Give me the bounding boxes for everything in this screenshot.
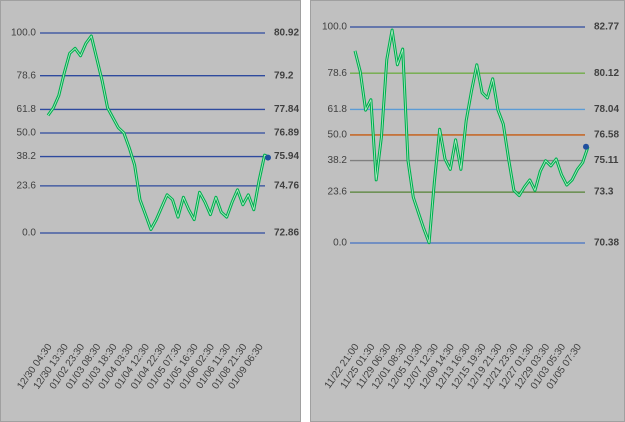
price-label: 78.04 bbox=[594, 104, 619, 115]
fib-label: 61.8 bbox=[328, 104, 348, 115]
fib-label: 38.2 bbox=[328, 155, 348, 166]
fib-label: 23.6 bbox=[17, 180, 37, 191]
price-label: 72.86 bbox=[274, 228, 299, 239]
price-label: 76.89 bbox=[274, 128, 299, 139]
price-label: 74.76 bbox=[274, 180, 299, 191]
last-value-marker bbox=[583, 143, 589, 150]
fib-label: 100.0 bbox=[11, 28, 36, 39]
price-label: 73.3 bbox=[594, 187, 614, 198]
fib-label: 50.0 bbox=[17, 128, 37, 139]
price-label: 75.94 bbox=[274, 151, 299, 162]
fib-label: 50.0 bbox=[328, 130, 348, 141]
fib-label: 78.6 bbox=[328, 68, 348, 79]
fib-label: 23.6 bbox=[328, 187, 348, 198]
price-label: 76.58 bbox=[594, 130, 619, 141]
price-label: 82.77 bbox=[594, 22, 619, 33]
price-label: 77.84 bbox=[274, 104, 299, 115]
price-label: 70.38 bbox=[594, 238, 619, 249]
panel-right bbox=[310, 0, 625, 422]
fib-label: 100.0 bbox=[322, 22, 347, 33]
fib-label: 78.6 bbox=[17, 70, 37, 81]
fib-label: 38.2 bbox=[17, 151, 37, 162]
fib-label: 0.0 bbox=[22, 228, 36, 239]
panel-left bbox=[0, 0, 301, 422]
price-label: 79.2 bbox=[274, 70, 294, 81]
price-label: 75.11 bbox=[594, 155, 619, 166]
price-line-highlight bbox=[354, 29, 589, 244]
price-label: 80.92 bbox=[274, 28, 299, 39]
fib-label: 0.0 bbox=[333, 238, 347, 249]
fib-label: 61.8 bbox=[17, 104, 37, 115]
price-label: 80.12 bbox=[594, 68, 619, 79]
last-value-marker bbox=[265, 154, 271, 161]
price-line-highlight bbox=[47, 35, 271, 230]
